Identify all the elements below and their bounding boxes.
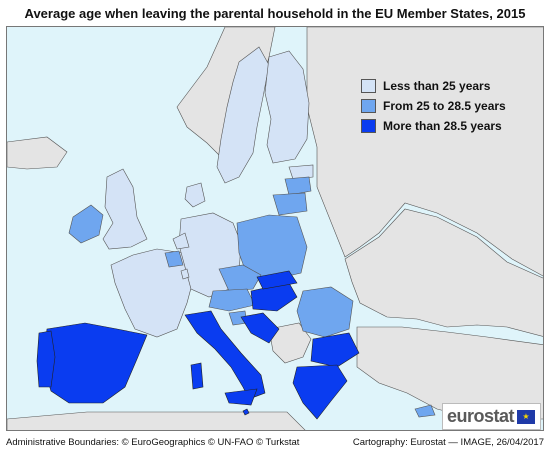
legend-label: Less than 25 years (383, 79, 491, 93)
belgium (164, 250, 184, 268)
luxembourg (180, 268, 190, 280)
legend-item-less-than-25: Less than 25 years (361, 76, 506, 96)
ukraine-region (344, 208, 543, 337)
legend-swatch (361, 119, 376, 133)
portugal (36, 330, 56, 388)
legend-item-25-to-28-5: From 25 to 28.5 years (361, 96, 506, 116)
iceland (7, 136, 68, 170)
slovakia (256, 270, 298, 290)
footer-cartography: Cartography: Eurostat — IMAGE, 26/04/201… (352, 437, 544, 448)
latvia (284, 176, 312, 196)
legend-label: More than 28.5 years (383, 119, 502, 133)
romania (296, 286, 354, 338)
ireland (68, 204, 104, 244)
croatia (240, 312, 280, 344)
legend-swatch (361, 99, 376, 113)
finland (264, 50, 310, 164)
sicily (224, 388, 258, 406)
malta (242, 408, 250, 416)
map-svg (7, 27, 543, 430)
poland (236, 214, 308, 280)
estonia (288, 164, 314, 180)
denmark (184, 182, 206, 208)
united-kingdom (102, 168, 148, 250)
logo-text: eurostat (447, 406, 515, 426)
western-balkans (268, 322, 312, 364)
sardinia (190, 362, 204, 390)
austria (208, 288, 256, 312)
legend-label: From 25 to 28.5 years (383, 99, 506, 113)
italy (184, 310, 266, 400)
legend-item-more-than-28-5: More than 28.5 years (361, 116, 506, 136)
cyprus (414, 404, 436, 418)
greece (292, 364, 348, 420)
north-africa (7, 411, 306, 430)
eu-flag-icon: ★ (517, 409, 536, 424)
legend-swatch (361, 79, 376, 93)
map-title: Average age when leaving the parental ho… (24, 6, 526, 21)
lithuania (272, 192, 308, 216)
bulgaria (310, 332, 360, 368)
map-legend: Less than 25 years From 25 to 28.5 years… (361, 76, 506, 136)
czech-republic (218, 264, 262, 292)
footer-boundaries: Administrative Boundaries: © EuroGeograp… (6, 437, 300, 448)
eurostat-logo: eurostat ★ (442, 403, 541, 430)
netherlands (172, 232, 190, 250)
map-area (6, 26, 544, 431)
